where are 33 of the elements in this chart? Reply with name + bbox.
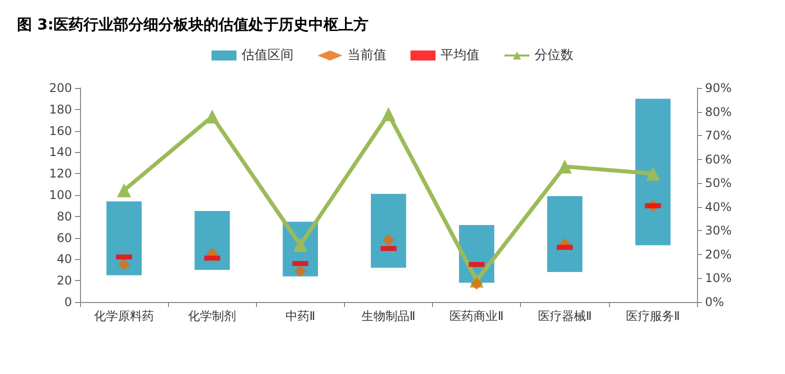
y-tick-label: 60: [56, 230, 72, 245]
x-tick-label: 医疗服务Ⅱ: [626, 309, 680, 323]
y2-tick-label: 50%: [705, 176, 732, 190]
y2-tick-label: 80%: [705, 104, 732, 119]
x-tick-label: 生物制品Ⅱ: [362, 309, 416, 323]
x-tick-label: 化学原料药: [94, 309, 154, 323]
y-tick-label: 100: [49, 188, 72, 202]
legend-label: 估值区间: [240, 48, 294, 63]
x-tick-label: 中药Ⅱ: [285, 309, 316, 323]
y2-tick-label: 90%: [705, 81, 732, 95]
y-tick-label: 120: [49, 166, 72, 181]
y-tick-label: 20: [56, 274, 72, 288]
y2-tick-label: 40%: [705, 200, 732, 214]
y-tick-label: 0: [64, 295, 72, 309]
y2-tick-label: 70%: [705, 128, 732, 143]
x-tick-label: 化学制剂: [188, 309, 236, 323]
legend-label: 当前值: [348, 48, 386, 63]
y2-tick-label: 60%: [705, 152, 732, 166]
y-tick-label: 160: [49, 124, 72, 138]
y-tick-label: 140: [49, 145, 72, 160]
y2-tick-label: 30%: [705, 224, 732, 238]
y-tick-label: 40: [56, 252, 72, 266]
x-tick-label: 医疗器械Ⅱ: [538, 309, 592, 323]
chart-title: 图 3:医药行业部分细分板块的估值处于历史中枢上方: [17, 16, 369, 34]
y-tick-label: 180: [49, 102, 72, 116]
y2-tick-label: 10%: [705, 271, 732, 286]
legend-label: 平均值: [440, 48, 480, 63]
legend-label: 分位数: [534, 48, 574, 63]
y2-tick-label: 0%: [705, 295, 724, 309]
y-tick-label: 200: [49, 81, 72, 95]
y-tick-label: 80: [56, 209, 72, 224]
x-tick-label: 医药商业Ⅱ: [450, 309, 504, 323]
y2-tick-label: 20%: [705, 247, 732, 262]
